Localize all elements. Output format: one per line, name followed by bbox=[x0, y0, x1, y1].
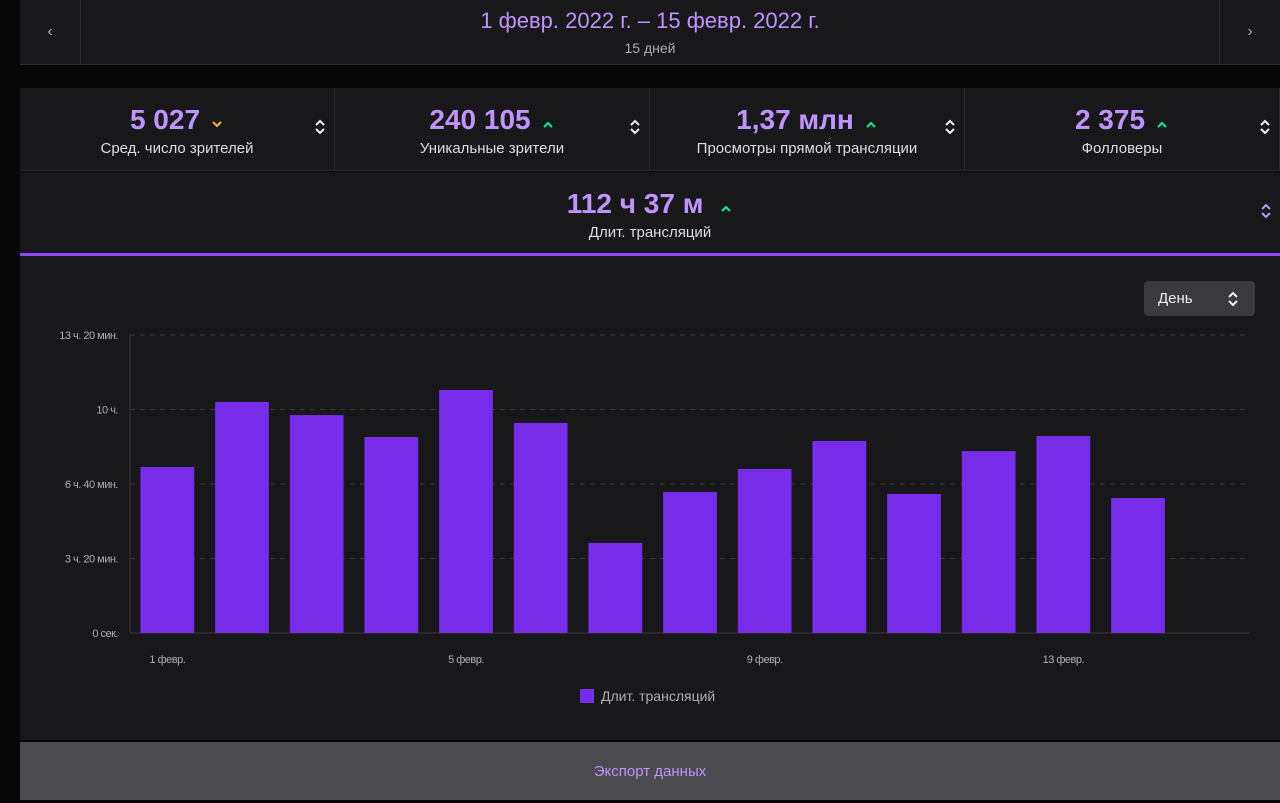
bar bbox=[887, 493, 941, 633]
y-tick-label: 10 ч. bbox=[96, 404, 118, 416]
legend-label: Длит. трансляций bbox=[601, 688, 715, 704]
stat-cell[interactable]: 240 105 Уникальные зрители bbox=[335, 88, 650, 171]
stat-label: Сред. число зрителей bbox=[100, 140, 254, 157]
sort-icon bbox=[1260, 119, 1270, 135]
stat-value: 240 105 bbox=[335, 104, 649, 136]
stats-row: 5 027 Сред. число зрителей 240 105 Уникальн… bbox=[20, 88, 1280, 171]
x-tick-label: 1 февр. bbox=[149, 654, 185, 666]
stat-value-text: 2 375 bbox=[1074, 104, 1146, 135]
sort-icon bbox=[945, 119, 955, 135]
stat-label: Фолловеры bbox=[1081, 140, 1163, 157]
stat-label: Уникальные зрители bbox=[419, 140, 565, 157]
bar bbox=[812, 441, 867, 633]
day-count: 15 дней bbox=[624, 40, 676, 56]
selected-stat[interactable]: 112 ч 37 м Длит. трансляций bbox=[20, 172, 1280, 256]
stat-cell[interactable]: 1,37 млн Просмотры прямой трансляции bbox=[650, 88, 965, 171]
date-header: ‹ 1 февр. 2022 г. – 15 февр. 2022 г. 15 … bbox=[20, 0, 1280, 65]
trend-icon bbox=[866, 121, 876, 128]
trend-arrow bbox=[866, 121, 876, 128]
stat-value-text: 112 ч 37 м bbox=[566, 188, 704, 219]
export-button[interactable]: Экспорт данных bbox=[20, 742, 1280, 800]
stat-value: 112 ч 37 м bbox=[20, 188, 1280, 220]
sort-icon bbox=[630, 119, 640, 135]
export-text: Экспорт данных bbox=[593, 762, 707, 780]
trend-up bbox=[721, 205, 731, 212]
stat-value-text: 240 105 bbox=[429, 104, 531, 135]
stat-label: Длит. трансляций bbox=[588, 224, 712, 241]
stat-label: Просмотры прямой трансляции bbox=[696, 140, 918, 157]
stat-value: 2 375 bbox=[965, 104, 1279, 136]
y-tick-label: 0 сек. bbox=[92, 628, 118, 640]
prev-button[interactable]: ‹ bbox=[20, 0, 81, 64]
chart-panel: 0 сек. 3 ч. 20 мин. 6 ч. 40 мин. 10 ч. 13 ч.… bbox=[20, 256, 1280, 740]
stat-cell[interactable]: 5 027 Сред. число зрителей bbox=[20, 88, 335, 171]
legend-swatch bbox=[580, 689, 594, 703]
stat-value-text: 5 027 bbox=[129, 104, 201, 135]
trend-icon bbox=[212, 121, 222, 128]
x-tick-label: 9 февр. bbox=[747, 654, 783, 666]
bar bbox=[513, 422, 568, 633]
bar bbox=[663, 491, 717, 633]
trend-icon bbox=[1157, 121, 1167, 128]
bar bbox=[1036, 436, 1091, 633]
sort-arrows bbox=[630, 119, 640, 135]
interval-text: День bbox=[1158, 290, 1193, 307]
bar bbox=[364, 436, 419, 633]
sort-arrows bbox=[315, 119, 325, 135]
sort-icon bbox=[315, 119, 325, 135]
trend-arrow bbox=[1157, 121, 1167, 128]
stat-value: 1,37 млн bbox=[650, 104, 964, 136]
y-tick-label: 6 ч. 40 мин. bbox=[65, 479, 119, 491]
next-button[interactable]: › bbox=[1219, 0, 1280, 64]
x-tick-label: 5 февр. bbox=[448, 654, 484, 666]
x-tick-label: 13 февр. bbox=[1043, 654, 1085, 666]
bar bbox=[1111, 498, 1165, 633]
bar bbox=[588, 542, 643, 633]
y-tick-label: 13 ч. 20 мин. bbox=[59, 330, 118, 342]
trend-arrow bbox=[542, 121, 553, 128]
bar bbox=[961, 451, 1016, 633]
bar bbox=[140, 466, 195, 633]
bar bbox=[215, 401, 269, 633]
date-range: 1 февр. 2022 г. – 15 февр. 2022 г. bbox=[480, 8, 820, 33]
stat-value-text: 1,37 млн bbox=[736, 104, 854, 135]
trend-icon bbox=[542, 121, 553, 128]
bar bbox=[737, 468, 792, 633]
stat-value: 5 027 bbox=[20, 104, 334, 136]
bar bbox=[289, 415, 344, 633]
bar bbox=[439, 390, 493, 633]
sort-arrows bbox=[945, 119, 955, 135]
sort-arrows bbox=[1260, 119, 1270, 135]
sort-icon bbox=[1261, 203, 1271, 219]
stat-cell[interactable]: 2 375 Фолловеры bbox=[965, 88, 1280, 171]
chart: 0 сек. 3 ч. 20 мин. 6 ч. 40 мин. 10 ч. 13 ч.… bbox=[59, 330, 1250, 704]
trend-arrow bbox=[212, 121, 222, 128]
interval-dropdown[interactable]: День bbox=[1144, 281, 1255, 316]
y-tick-label: 3 ч. 20 мин. bbox=[65, 554, 119, 566]
dropdown-icon bbox=[1228, 291, 1238, 307]
